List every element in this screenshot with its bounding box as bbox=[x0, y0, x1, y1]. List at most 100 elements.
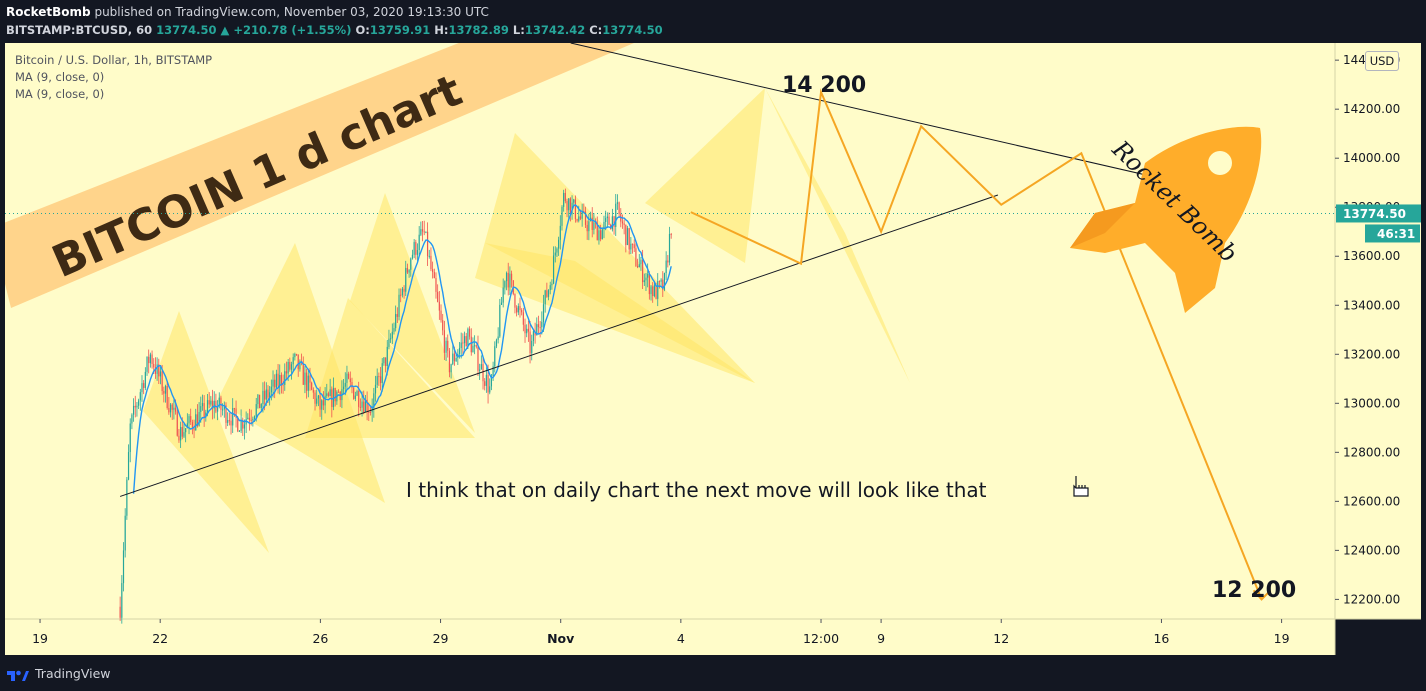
currency-button[interactable]: USD bbox=[1365, 51, 1399, 71]
candle-body bbox=[549, 285, 551, 291]
candle-body bbox=[346, 373, 348, 383]
candle-body bbox=[430, 255, 432, 270]
candle-body bbox=[322, 400, 325, 406]
candle-body bbox=[443, 330, 445, 353]
candle-body bbox=[586, 224, 588, 232]
candle-body bbox=[450, 364, 452, 373]
candle-body bbox=[134, 405, 136, 408]
candle-body bbox=[210, 400, 212, 405]
candle-body bbox=[188, 416, 190, 424]
candle-body bbox=[452, 353, 454, 365]
candle-body bbox=[171, 404, 173, 410]
candle-body bbox=[657, 281, 659, 299]
candle-body bbox=[400, 294, 402, 296]
legend-title[interactable]: Bitcoin / U.S. Dollar, 1h, BITSTAMP bbox=[15, 53, 213, 67]
candle-body bbox=[631, 243, 634, 245]
legend-ma-1[interactable]: MA (9, close, 0) bbox=[15, 70, 105, 84]
candle-body bbox=[433, 272, 435, 279]
candle-body bbox=[257, 394, 259, 405]
candle-body bbox=[581, 211, 583, 219]
candle-body bbox=[326, 393, 328, 396]
candle-body bbox=[218, 397, 220, 407]
candle-body bbox=[384, 357, 387, 367]
highlight-triangle bbox=[143, 311, 269, 553]
candle-body bbox=[127, 452, 130, 480]
chart-legend: Bitcoin / U.S. Dollar, 1h, BITSTAMP MA (… bbox=[15, 52, 212, 103]
candle-body bbox=[201, 403, 204, 407]
publication-line: RocketBomb published on TradingView.com,… bbox=[6, 5, 489, 19]
y-tick-label: 14000.00 bbox=[1343, 151, 1400, 165]
legend-ma-2[interactable]: MA (9, close, 0) bbox=[15, 87, 105, 101]
candle-body bbox=[499, 304, 501, 337]
candle-body bbox=[122, 550, 125, 584]
candle-body bbox=[225, 405, 227, 423]
candle-body bbox=[668, 234, 671, 263]
last-price-text: 13774.50 bbox=[156, 23, 217, 37]
candle-body bbox=[544, 290, 546, 305]
candle-body bbox=[190, 416, 192, 423]
candle-body bbox=[391, 331, 393, 339]
candle-body bbox=[630, 243, 632, 250]
moving-average-line bbox=[132, 204, 672, 494]
candle-body bbox=[647, 274, 649, 278]
candle-body bbox=[608, 216, 610, 225]
target-low-label: 12 200 bbox=[1212, 578, 1296, 603]
candle-body bbox=[531, 340, 533, 354]
candle-body bbox=[282, 384, 284, 386]
candle-body bbox=[216, 406, 219, 412]
tradingview-logo[interactable]: TradingView bbox=[7, 665, 111, 681]
candle-body bbox=[395, 314, 397, 329]
y-tick-label: 13200.00 bbox=[1343, 347, 1400, 361]
candle-body bbox=[148, 356, 150, 364]
candle-body bbox=[514, 293, 516, 308]
candle-body bbox=[475, 345, 477, 347]
candle-body bbox=[235, 408, 237, 418]
pointing-hand-icon bbox=[1073, 476, 1089, 497]
y-tick-label: 12200.00 bbox=[1343, 592, 1400, 606]
candle-body bbox=[484, 381, 486, 386]
trend-line bbox=[570, 43, 1212, 191]
candle-body bbox=[166, 385, 168, 408]
x-tick-label: 12:00 bbox=[803, 631, 839, 646]
candle-body bbox=[655, 285, 657, 299]
published-text: published on TradingView.com, November 0… bbox=[94, 5, 489, 19]
candle-body bbox=[463, 336, 466, 344]
candle-body bbox=[272, 379, 274, 387]
candle-body bbox=[623, 223, 625, 225]
candle-body bbox=[467, 328, 469, 347]
candle-body bbox=[379, 376, 382, 384]
candle-body bbox=[337, 391, 340, 393]
tradingview-icon bbox=[7, 670, 29, 681]
candle-body bbox=[472, 345, 474, 353]
candle-body bbox=[154, 367, 157, 374]
candle-body bbox=[124, 515, 126, 551]
candle-body bbox=[502, 287, 504, 303]
candle-body bbox=[521, 310, 523, 313]
candle-body bbox=[596, 222, 598, 241]
candle-body bbox=[448, 350, 451, 373]
candle-body bbox=[242, 419, 244, 429]
candle-body bbox=[168, 407, 170, 413]
candle-body bbox=[494, 346, 496, 367]
candle-body bbox=[250, 419, 252, 421]
candle-body bbox=[344, 382, 346, 387]
candle-body bbox=[314, 392, 316, 404]
candle-body bbox=[658, 281, 661, 283]
candle-body bbox=[247, 417, 249, 419]
candle-body bbox=[653, 285, 655, 297]
candle-body bbox=[146, 356, 148, 372]
chart-area[interactable]: BITCOIN 1 d chart 14 200 12 200 I think tha… bbox=[5, 43, 1421, 655]
highlight-triangle bbox=[350, 193, 475, 433]
author-name[interactable]: RocketBomb bbox=[6, 5, 91, 19]
candle-body bbox=[425, 231, 427, 233]
x-tick-label: 12 bbox=[993, 631, 1009, 646]
highlight-triangle bbox=[645, 88, 765, 263]
candle-body bbox=[522, 312, 524, 325]
time-axis-background bbox=[5, 619, 1335, 655]
candle-body bbox=[191, 422, 193, 429]
candle-body bbox=[576, 219, 578, 221]
candle-body bbox=[327, 393, 330, 396]
candle-body bbox=[492, 366, 494, 376]
candle-body bbox=[304, 372, 306, 385]
